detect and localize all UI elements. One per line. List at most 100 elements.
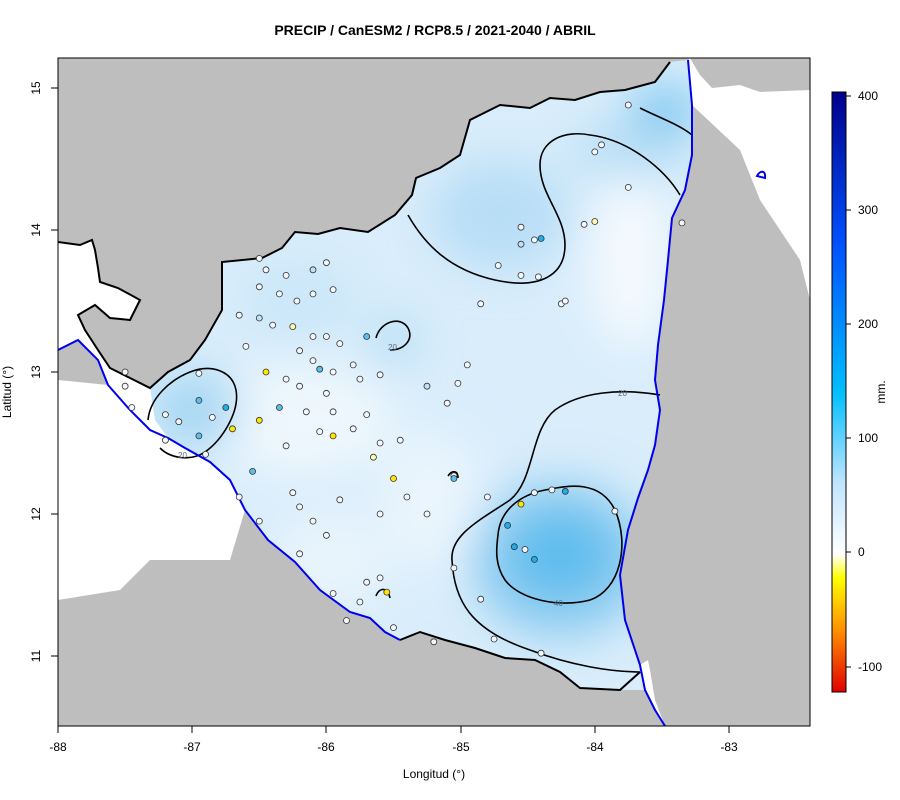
y-tick-label: 12 xyxy=(29,507,43,521)
station-marker xyxy=(531,489,538,497)
station-marker xyxy=(561,297,569,305)
station-marker xyxy=(624,101,632,109)
station-marker xyxy=(678,219,686,227)
station-marker xyxy=(376,371,384,379)
station-marker xyxy=(349,425,357,433)
station-marker xyxy=(376,574,384,582)
y-axis: 11 12 13 14 15 Latitud (°) xyxy=(0,81,59,662)
pacific-coast-line xyxy=(58,338,401,641)
station-marker xyxy=(624,183,632,191)
station-marker xyxy=(363,333,371,340)
station-marker xyxy=(296,503,304,511)
station-marker xyxy=(289,489,297,497)
colorbar-tick-label: 400 xyxy=(858,89,878,103)
station-marker xyxy=(403,493,411,501)
station-marker xyxy=(249,467,257,475)
contour-dot-center xyxy=(447,470,459,479)
station-marker xyxy=(611,507,619,515)
colorbar-tick-label: 0 xyxy=(858,545,865,559)
colorbar-tick-label: 100 xyxy=(858,431,878,445)
station-marker xyxy=(423,382,431,390)
station-marker xyxy=(195,432,203,440)
ne-land xyxy=(690,58,810,92)
x-axis-label: Longitud (°) xyxy=(403,767,465,781)
station-marker xyxy=(309,290,317,298)
station-marker xyxy=(316,428,324,436)
contour-west xyxy=(147,367,238,459)
x-tick-label: -85 xyxy=(452,740,470,754)
station-marker xyxy=(296,382,304,390)
station-marker xyxy=(322,531,330,539)
station-marker xyxy=(477,300,485,308)
island-outline xyxy=(755,170,767,180)
station-marker xyxy=(504,522,512,529)
station-marker xyxy=(517,240,525,248)
station-marker xyxy=(454,379,462,387)
station-marker xyxy=(255,314,263,322)
station-marker xyxy=(494,262,502,269)
station-marker xyxy=(477,595,485,603)
station-marker xyxy=(349,361,357,369)
station-marker xyxy=(161,436,169,444)
station-marker xyxy=(329,590,337,597)
x-tick-label: -88 xyxy=(49,740,67,754)
map-title: PRECIP / CanESM2 / RCP8.5 / 2021-2040 / … xyxy=(274,22,596,38)
colorbar-gradient xyxy=(831,91,847,693)
station-marker xyxy=(356,375,364,383)
costa-rica-land xyxy=(58,510,665,726)
station-marker xyxy=(537,649,545,657)
station-marker xyxy=(517,223,525,231)
station-marker xyxy=(208,413,216,421)
station-marker xyxy=(282,271,290,279)
station-marker xyxy=(517,271,525,279)
station-marker xyxy=(282,375,290,383)
station-marker xyxy=(363,578,371,586)
contour-north xyxy=(407,133,681,284)
x-tick-label: -86 xyxy=(317,740,335,754)
station-marker xyxy=(235,311,243,319)
station-marker xyxy=(255,517,263,525)
station-marker xyxy=(531,556,538,563)
contour-label-2: 20 xyxy=(618,389,627,398)
station-marker xyxy=(376,439,384,447)
caribbean-coast-line xyxy=(618,59,693,726)
station-marker xyxy=(235,493,243,501)
station-marker xyxy=(121,368,129,376)
station-marker xyxy=(175,418,183,426)
station-marker xyxy=(517,500,525,508)
station-marker xyxy=(275,404,283,411)
station-marker xyxy=(329,432,337,440)
station-marker xyxy=(222,404,230,411)
y-tick-label: 14 xyxy=(29,223,43,237)
station-marker xyxy=(242,342,250,350)
gulf-land-west xyxy=(58,340,108,385)
east-land xyxy=(620,105,810,726)
station-marker xyxy=(128,404,136,411)
station-marker xyxy=(356,598,364,606)
south-border-line xyxy=(399,630,641,692)
contour-label-3: 20 xyxy=(178,451,187,460)
station-marker xyxy=(293,297,301,305)
station-marker xyxy=(383,588,391,596)
station-marker xyxy=(521,546,529,553)
station-marker xyxy=(121,382,129,390)
station-marker xyxy=(229,425,236,433)
station-marker xyxy=(309,517,317,525)
y-tick-label: 11 xyxy=(29,649,43,662)
station-marker xyxy=(537,235,545,242)
y-tick-label: 15 xyxy=(29,81,43,95)
colorbar-tick-label: -100 xyxy=(858,660,882,674)
station-marker xyxy=(255,254,263,262)
station-marker xyxy=(591,148,599,156)
station-marker xyxy=(309,266,317,274)
station-marker xyxy=(490,635,498,643)
station-marker xyxy=(329,286,337,294)
station-marker xyxy=(450,564,458,572)
stations-layer xyxy=(121,101,686,657)
station-marker xyxy=(510,543,518,551)
contour-south-inner xyxy=(495,485,623,604)
station-marker xyxy=(598,141,605,149)
station-marker xyxy=(430,638,438,646)
station-marker xyxy=(309,357,317,365)
